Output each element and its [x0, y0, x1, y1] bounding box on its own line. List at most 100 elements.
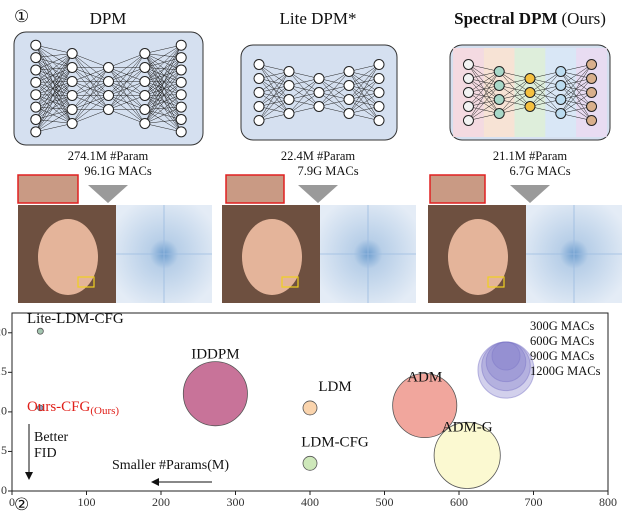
label-name: Ours-CFG — [27, 399, 91, 415]
neuron — [254, 102, 264, 112]
face — [448, 219, 508, 295]
mac-count: 7.9G MACs — [297, 164, 358, 178]
neuron — [525, 102, 535, 112]
neuron — [463, 74, 473, 84]
neuron — [556, 81, 566, 91]
neuron — [31, 53, 41, 63]
x-tick-label: 400 — [301, 495, 319, 509]
crop-thumbnail — [18, 175, 78, 203]
bubble — [183, 362, 247, 426]
neuron — [31, 114, 41, 124]
panel-label: ① — [14, 7, 29, 26]
neuron — [344, 109, 354, 119]
annotation: FID — [34, 446, 57, 461]
neuron — [67, 49, 77, 59]
bubble-label: Ours-CFG(Ours) — [27, 399, 119, 416]
bubble — [303, 456, 317, 470]
title-main: Spectral DPM — [454, 9, 557, 28]
neuron — [494, 81, 504, 91]
param-count: 22.4M #Param — [281, 149, 356, 163]
size-legend-bubble — [478, 342, 534, 398]
neuron — [314, 74, 324, 84]
x-tick-label: 800 — [599, 495, 617, 509]
param-count: 274.1M #Param — [68, 149, 149, 163]
column-title: DPM — [90, 9, 127, 28]
bubble-chart: 010020030040050060070080005101520Lite-LD… — [0, 312, 617, 509]
neuron — [176, 40, 186, 50]
neuron — [556, 67, 566, 77]
panel-label: ② — [14, 495, 29, 514]
neuron — [31, 77, 41, 87]
label-name: IDDPM — [191, 347, 239, 363]
annotation: Better — [34, 430, 69, 445]
neuron — [284, 67, 294, 77]
x-tick-label: 500 — [376, 495, 394, 509]
neuron — [140, 91, 150, 101]
size-legend-label: 900G MACs — [530, 349, 594, 363]
neuron — [494, 67, 504, 77]
label-name: ADM — [407, 370, 442, 386]
bubble-label: LDM-CFG — [301, 435, 369, 451]
top-panel: DPM274.1M #Param96.1G MACsLite DPM*22.4M… — [14, 9, 622, 303]
neuron — [463, 88, 473, 98]
neuron — [374, 60, 384, 70]
down-arrow — [510, 185, 550, 203]
annotation: Smaller #Params(M) — [112, 458, 229, 473]
neuron — [31, 102, 41, 112]
mac-count: 6.7G MACs — [509, 164, 570, 178]
neuron — [176, 114, 186, 124]
neuron — [67, 91, 77, 101]
arrow-head — [151, 478, 159, 486]
neuron — [284, 109, 294, 119]
neuron — [140, 77, 150, 87]
neuron — [67, 77, 77, 87]
bubble — [37, 328, 43, 334]
neuron — [67, 105, 77, 115]
neuron — [494, 109, 504, 119]
neuron — [463, 60, 473, 70]
neuron — [67, 119, 77, 129]
label-name: Lite-LDM-CFG — [27, 312, 124, 328]
down-arrow — [298, 185, 338, 203]
neuron — [494, 95, 504, 105]
bubble-label: ADM — [407, 370, 442, 386]
neuron — [556, 109, 566, 119]
neuron — [556, 95, 566, 105]
neuron — [344, 67, 354, 77]
bubble — [303, 401, 317, 415]
neuron — [587, 88, 597, 98]
label-name: ADM-G — [442, 420, 493, 436]
bubble-label: IDDPM — [191, 347, 239, 363]
y-tick-label: 0 — [1, 483, 7, 497]
neuron — [587, 116, 597, 126]
neuron — [140, 105, 150, 115]
label-name: LDM-CFG — [301, 435, 369, 451]
y-tick-label: 10 — [0, 404, 7, 418]
bubble-label: LDM — [318, 379, 351, 395]
face — [242, 219, 302, 295]
neuron — [374, 116, 384, 126]
size-legend-label: 300G MACs — [530, 319, 594, 333]
x-tick-label: 600 — [450, 495, 468, 509]
neuron — [587, 74, 597, 84]
neuron — [176, 53, 186, 63]
y-tick-label: 20 — [0, 325, 7, 339]
figure: ① ② DPM274.1M #Param96.1G MACsLite DPM*2… — [0, 0, 629, 517]
neuron — [31, 65, 41, 75]
neuron — [176, 127, 186, 137]
spectral-band — [545, 48, 576, 137]
label-name: LDM — [318, 379, 351, 395]
neuron — [463, 116, 473, 126]
neuron — [31, 127, 41, 137]
arrow-head — [25, 472, 33, 480]
y-tick-label: 15 — [0, 364, 7, 378]
title-suffix: (Ours) — [562, 9, 606, 28]
size-legend-label: 600G MACs — [530, 334, 594, 348]
neuron — [104, 63, 114, 73]
neuron — [587, 102, 597, 112]
neuron — [254, 88, 264, 98]
neuron — [176, 90, 186, 100]
neuron — [104, 77, 114, 87]
face — [38, 219, 98, 295]
neuron — [284, 81, 294, 91]
